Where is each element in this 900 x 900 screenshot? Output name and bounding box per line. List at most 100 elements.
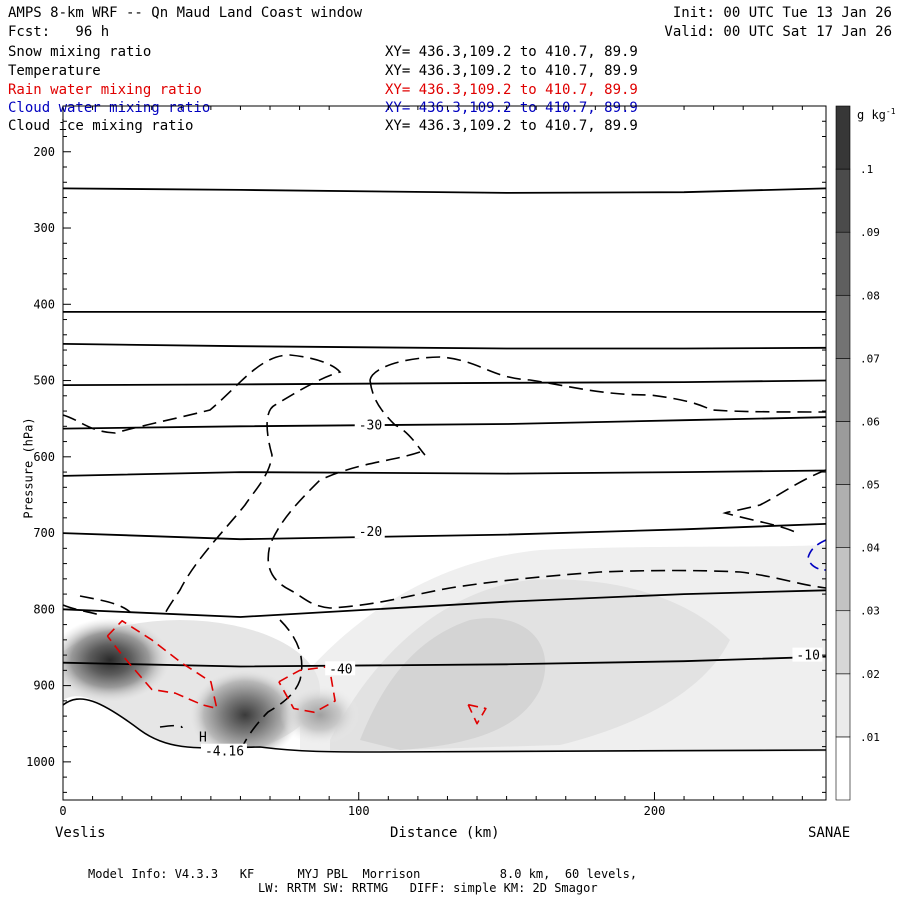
isotherm-line [63, 469, 826, 477]
colorbar-swatch [835, 673, 851, 738]
model-info-line1: Model Info: V4.3.3 KF MYJ PBL Morrison 8… [88, 867, 638, 881]
y-tick-label: 900 [33, 679, 55, 693]
y-tick-label: 800 [33, 602, 55, 616]
isotherm-line [63, 523, 826, 541]
rain-contours [106, 620, 487, 725]
plot-frame [62, 105, 827, 801]
colorbar-swatch [835, 610, 851, 675]
cloud-ice-contour-right [722, 469, 826, 533]
colorbar-label: .03 [860, 605, 880, 618]
y-tick-label: 500 [33, 374, 55, 388]
x-tick-label: 0 [59, 804, 66, 818]
x-axis: 0 100 200 [59, 106, 803, 818]
x-tick-label: 100 [348, 804, 370, 818]
y-tick-label: 700 [33, 526, 55, 540]
snow-max-center [190, 670, 300, 760]
colorbar-swatch [835, 547, 851, 612]
colorbar-swatch [835, 736, 851, 801]
snow-shading [63, 545, 826, 760]
colorbar-label: .04 [860, 542, 880, 555]
field-name-snow: Snow mixing ratio [8, 44, 152, 60]
y-tick-label: 600 [33, 450, 55, 464]
colorbar-label: .08 [860, 289, 880, 302]
cloud-ice-contour-low-mid [241, 619, 303, 749]
rain-contour [278, 665, 336, 714]
field-xy-temperature: XY= 436.3,109.2 to 410.7, 89.9 [385, 63, 638, 79]
right-endpoint: SANAE [808, 825, 851, 841]
isotherm-label-bg [792, 647, 823, 662]
isotherm-label: -30 [359, 418, 382, 433]
snow-band-core [360, 618, 546, 750]
field-xy-snow: XY= 436.3,109.2 to 410.7, 89.9 [385, 44, 638, 60]
temperature-isotherms [63, 187, 826, 668]
y-tick-label: 300 [33, 221, 55, 235]
colorbar-swatch [835, 168, 851, 233]
init-time: Init: 00 UTC Tue 13 Jan 26 [672, 5, 892, 21]
colorbar-label: .06 [860, 415, 880, 428]
cloud-ice-contour-mid [267, 451, 826, 609]
isotherm-line [63, 187, 826, 194]
field-name-rain: Rain water mixing ratio [8, 82, 202, 98]
colorbar-unit-exponent: -1 [885, 107, 896, 116]
cloud-water-contour [807, 539, 826, 571]
colorbar-swatch [835, 231, 851, 296]
valid-time: Valid: 00 UTC Sat 17 Jan 26 [664, 24, 892, 40]
colorbar-swatch [835, 421, 851, 485]
colorbar-unit: g kg-1 [857, 104, 896, 123]
isotherm-line [63, 416, 826, 430]
cloud-ice-contour-branch [369, 379, 426, 456]
colorbar-label: .07 [860, 352, 880, 365]
colorbar-swatch [835, 484, 851, 548]
cloud-ice-contour-upper-left [63, 354, 342, 616]
isotherm-line [63, 379, 826, 386]
terrain-mask [63, 696, 826, 800]
field-xy-cloud-ice: XY= 436.3,109.2 to 410.7, 89.9 [385, 118, 638, 134]
field-name-cloud-ice: Cloud ice mixing ratio [8, 118, 194, 134]
isotherm-label: -40 [329, 662, 352, 677]
cloud-ice-contour-top [369, 356, 826, 413]
y-tick-label: 1000 [26, 755, 55, 769]
colorbar-label: .1 [860, 163, 873, 176]
cloud-ice-contour-low-left [63, 595, 131, 616]
isotherm-label-bg [325, 661, 356, 676]
isotherm-labels: -30 -20 -10 -40 -4.16H [199, 417, 823, 760]
colorbar-label: .01 [860, 731, 880, 744]
isotherm-line [63, 589, 826, 618]
x-tick-label: 200 [644, 804, 666, 818]
rain-contour [467, 703, 487, 725]
snow-max-left [63, 618, 170, 702]
y-axis: 200 300 400 500 600 700 800 900 1000 [26, 120, 826, 793]
field-xy-rain: XY= 436.3,109.2 to 410.7, 89.9 [385, 82, 638, 98]
isotherm-line [63, 655, 826, 668]
field-xy-cloud-water: XY= 436.3,109.2 to 410.7, 89.9 [385, 100, 638, 116]
terrain-surface-line [63, 698, 826, 753]
isotherm-label-bg [354, 417, 385, 432]
colorbar-swatch [835, 294, 851, 359]
isotherm-label-bg [354, 524, 385, 539]
y-tick-label: 400 [33, 297, 55, 311]
colorbar-swatch [835, 105, 851, 170]
colorbar-unit-base: g kg [857, 108, 886, 122]
x-axis-label: Distance (km) [390, 825, 500, 841]
model-info-line2: LW: RRTM SW: RRTMG DIFF: simple KM: 2D S… [258, 881, 598, 895]
left-endpoint: Veslis [55, 825, 106, 841]
isotherm-label: -4.16 [205, 745, 244, 760]
colorbar-swatch [835, 358, 851, 422]
chart-title: AMPS 8-km WRF -- Qn Maud Land Coast wind… [8, 5, 363, 21]
cloud-ice-contours [63, 354, 826, 749]
isotherm-label-bg [200, 743, 247, 758]
forecast-hour: Fcst: 96 h [8, 24, 110, 40]
isotherm-label: -10 [796, 649, 819, 664]
isotherm-label: -20 [359, 525, 382, 540]
colorbar-label: .02 [860, 668, 880, 681]
y-tick-label: 200 [33, 145, 55, 159]
y-axis-label: Pressure (hPa) [21, 417, 36, 519]
isotherm-line [63, 343, 826, 350]
cloud-ice-contour-small [159, 724, 183, 729]
field-name-temperature: Temperature [8, 63, 101, 79]
high-marker: H [199, 730, 207, 745]
snow-patch [280, 685, 360, 745]
field-name-cloud-water: Cloud water mixing ratio [8, 100, 211, 116]
colorbar-label: .09 [860, 226, 880, 239]
